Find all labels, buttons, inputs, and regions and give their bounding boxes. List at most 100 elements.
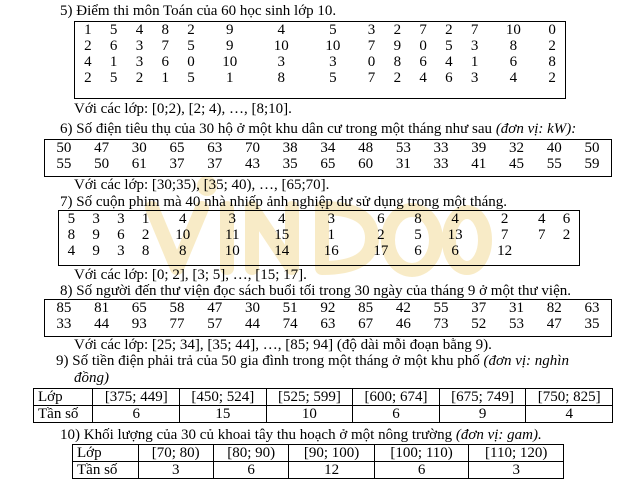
data-value: 31 xyxy=(395,156,411,172)
data-value: 41 xyxy=(471,156,487,172)
data-value: 43 xyxy=(244,156,260,172)
q8-data-box: 85 81 65 58 47 30 51 92 85 42 55 37 31 82 63 33 44 93 77 57… xyxy=(44,299,612,337)
data-value: 34 xyxy=(320,140,336,156)
frequency-cell: 10 xyxy=(265,405,354,423)
data-value: 37 xyxy=(207,156,223,172)
data-value: 46 xyxy=(395,316,411,332)
data-value: 7 xyxy=(470,22,479,38)
data-value: 5 xyxy=(109,22,118,38)
data-value: 6 xyxy=(161,54,169,70)
table-row: 55 50 61 37 37 43 35 65 60 31 33 41 45 55 59 xyxy=(45,156,611,172)
q8-classes: Với các lớp: [25; 34], [35; 44], …, [85;… xyxy=(74,337,492,353)
data-value: 57 xyxy=(207,316,223,332)
data-value: 3 xyxy=(228,211,237,227)
q10-title-text: 10) Khối lượng của 30 củ khoai tây thu h… xyxy=(60,427,453,443)
data-value: 1 xyxy=(84,22,92,38)
data-value: 7 xyxy=(419,22,427,38)
class-interval-cell: [750; 825] xyxy=(525,388,613,406)
data-value: 1 xyxy=(225,70,234,86)
data-value: 44 xyxy=(244,316,260,332)
data-value: 55 xyxy=(56,156,72,172)
data-value: 4 xyxy=(277,22,286,38)
data-value: 6 xyxy=(445,70,453,86)
data-value: 9 xyxy=(92,227,100,243)
data-value: 85 xyxy=(358,300,374,316)
data-value: 8 xyxy=(161,22,169,38)
data-value: 2 xyxy=(548,70,556,86)
data-value: 3 xyxy=(117,243,125,259)
data-value: 0 xyxy=(419,38,427,54)
q6-unit: (đơn vị: kW): xyxy=(495,121,577,137)
q7-data-table: 5 3 3 1 4 3 4 3 6 8 4 2 4 6 8 9 6 2 10 11 15 1 2 5 13 7 7 2 4 9 3 8 8 10 1… xyxy=(59,211,579,259)
data-value: 58 xyxy=(169,300,185,316)
q6-title-text: 6) Số điện tiêu thụ của 30 hộ ở một khu … xyxy=(60,121,493,137)
data-value: 6 xyxy=(117,227,125,243)
data-value: 2 xyxy=(393,70,402,86)
frequency-cell: 9 xyxy=(438,405,527,423)
q10-frequency-table: Lớp [70; 80) [80; 90) [90; 100) [100; 110) [1… xyxy=(72,444,564,479)
data-value: 31 xyxy=(508,300,524,316)
data-value: 4 xyxy=(278,211,286,227)
class-interval-cell: [100; 110) xyxy=(373,444,470,462)
data-value: 5 xyxy=(67,211,76,227)
data-value: 2 xyxy=(445,22,453,38)
data-value: 9 xyxy=(225,38,234,54)
data-value: 3 xyxy=(367,22,376,38)
frequency-cell: 6 xyxy=(212,461,290,479)
class-interval-cell: [675; 749] xyxy=(438,388,527,406)
data-value: 47 xyxy=(546,316,562,332)
data-value: 4 xyxy=(419,70,427,86)
q9-unit-line2: đồng) xyxy=(74,370,109,386)
data-value: 33 xyxy=(433,156,449,172)
data-value: 6 xyxy=(109,38,118,54)
data-value: 10 xyxy=(224,243,240,259)
data-value: 6 xyxy=(377,211,385,227)
data-value: 6 xyxy=(414,243,422,259)
data-value: 4 xyxy=(135,22,144,38)
q5-title: 5) Điểm thi môn Toán của 60 học sinh lớp… xyxy=(60,3,337,19)
data-value: 7 xyxy=(537,227,546,243)
table-row: 50 47 30 65 63 70 38 34 48 53 33 39 32 40 50 xyxy=(45,140,611,156)
data-value: 30 xyxy=(244,300,260,316)
data-value: 50 xyxy=(56,140,72,156)
data-value: 47 xyxy=(94,140,110,156)
data-value xyxy=(554,243,579,259)
data-value: 2 xyxy=(393,22,402,38)
data-value: 5 xyxy=(187,38,195,54)
data-value: 3 xyxy=(470,70,479,86)
data-value: 10 xyxy=(505,22,521,38)
data-value: 7 xyxy=(367,38,376,54)
data-value: 33 xyxy=(56,316,72,332)
q5-data-table: 1 5 4 8 2 9 4 5 3 2 7 2 7 10 0 2 6 3 7 5 9 10 10 7 9 0 5 3 8 2 4 1 3 6 0 10… xyxy=(75,22,565,86)
data-value: 32 xyxy=(508,140,524,156)
data-value: 37 xyxy=(471,300,487,316)
data-value: 73 xyxy=(433,316,449,332)
q5-data-box: 1 5 4 8 2 9 4 5 3 2 7 2 7 10 0 2 6 3 7 5 9 10 10 7 9 0 5 3 8 2 4 1 3 6 0 10… xyxy=(74,21,566,99)
data-value: 44 xyxy=(94,316,110,332)
data-value: 7 xyxy=(367,70,376,86)
data-value: 8 xyxy=(548,54,556,70)
data-value: 6 xyxy=(419,54,427,70)
data-value: 3 xyxy=(329,54,337,70)
frequency-cell: 3 xyxy=(468,461,564,479)
frequency-cell: 3 xyxy=(137,461,214,479)
data-value: 1 xyxy=(109,54,118,70)
q6-classes: Với các lớp: [30;35), [35; 40), …, [65;7… xyxy=(74,177,330,193)
q9-title-text: 9) Số tiền điện phải trả của 50 gia đình… xyxy=(56,353,480,369)
q6-data-box: 50 47 30 65 63 70 38 34 48 53 33 39 32 40 50 55 50 61 37 37… xyxy=(44,139,612,177)
q7-classes: Với các lớp: [0; 2], [3; 5], …, [15; 17]… xyxy=(74,267,307,283)
data-value: 2 xyxy=(187,22,195,38)
data-value: 1 xyxy=(141,211,150,227)
data-value: 1 xyxy=(327,227,336,243)
data-value: 4 xyxy=(451,211,459,227)
data-value: 5 xyxy=(329,70,337,86)
data-value: 55 xyxy=(546,156,562,172)
table-row: 8 9 6 2 10 11 15 1 2 5 13 7 7 2 xyxy=(59,227,579,243)
data-value: 4 xyxy=(67,243,76,259)
data-value: 35 xyxy=(282,156,298,172)
data-value: 16 xyxy=(323,243,339,259)
data-value: 47 xyxy=(207,300,223,316)
q9-frequency-table: Lớp [375; 449] [450; 524] [525; 599] [600; 6… xyxy=(32,388,613,423)
data-value: 65 xyxy=(169,140,185,156)
data-value: 93 xyxy=(131,316,147,332)
